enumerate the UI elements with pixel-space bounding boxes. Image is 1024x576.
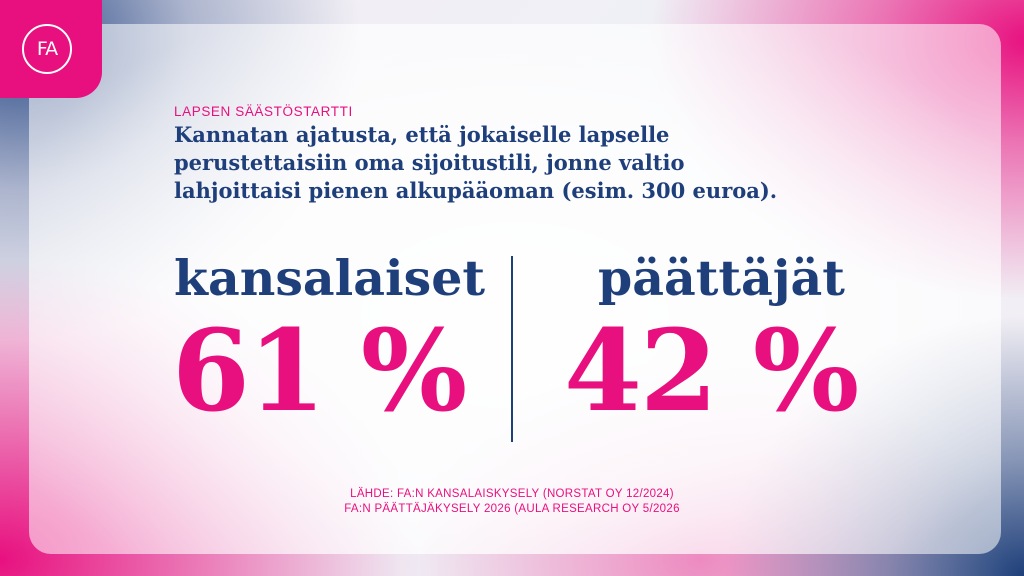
result-value-decision-makers: 42 %	[564, 306, 859, 437]
survey-question: Kannatan ajatusta, että jokaiselle lapse…	[174, 121, 874, 205]
result-label-citizens: kansalaiset	[174, 249, 486, 307]
logo-text: FA	[36, 38, 58, 60]
source-line: LÄHDE: FA:N KANSALAISKYSELY (NORSTAT OY …	[350, 488, 674, 500]
question-line: Kannatan ajatusta, että jokaiselle lapse…	[174, 122, 670, 147]
content-card	[29, 24, 1001, 554]
source-line: FA:N PÄÄTTÄJÄKYSELY 2026 (AULA RESEARCH …	[344, 503, 680, 515]
result-value-citizens: 61 %	[172, 306, 467, 437]
section-kicker: LAPSEN SÄÄSTÖSTARTTI	[174, 104, 353, 119]
result-label-decision-makers: päättäjät	[598, 249, 845, 307]
fa-logo-icon: FA	[22, 24, 72, 74]
divider	[511, 256, 513, 442]
logo-badge: FA	[0, 0, 102, 98]
question-line: lahjoittaisi pienen alkupääoman (esim. 3…	[174, 178, 778, 203]
source-note: LÄHDE: FA:N KANSALAISKYSELY (NORSTAT OY …	[0, 487, 1024, 517]
question-line: perustettaisiin oma sijoitustili, jonne …	[174, 150, 685, 175]
